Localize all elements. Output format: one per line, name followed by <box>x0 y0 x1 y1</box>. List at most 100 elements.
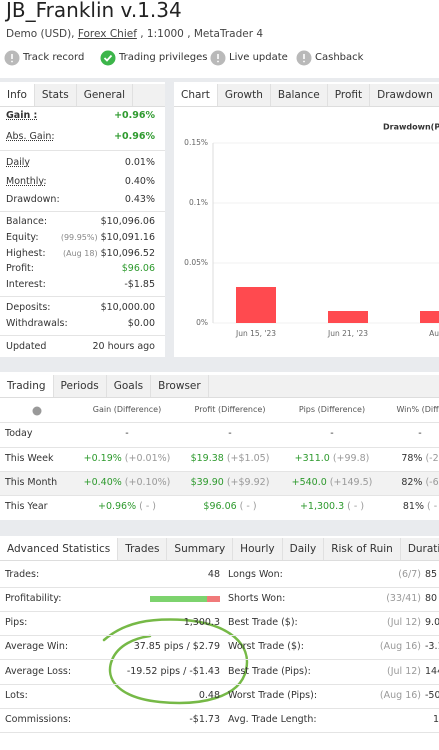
stat-value: -$1.73 <box>189 714 220 725</box>
separator <box>0 150 165 151</box>
exclaim-dot <box>303 60 305 63</box>
advanced-panel <box>0 536 439 750</box>
cell-value: - <box>330 428 334 439</box>
cell-value: - <box>125 428 129 439</box>
row-label: Today <box>5 428 33 439</box>
info-label: Withdrawals: <box>6 318 68 329</box>
info-note: (99.95%) <box>60 233 98 242</box>
column-header: Pips (Difference) <box>298 405 366 414</box>
tab-bar: Advanced Statistics Trades Summary Hourly Da… <box>0 538 439 561</box>
cell: $19.38 (+$1.05) <box>191 453 270 464</box>
info-label: Gain : <box>6 110 38 121</box>
tab[interactable]: Growth <box>218 84 271 106</box>
cell: +0.19% (+0.01%) <box>84 453 171 464</box>
stat-label: Worst Trade (Pips): <box>228 690 318 701</box>
tab[interactable]: Daily <box>283 538 325 560</box>
info-value-wrap: $10,096.06 <box>101 216 155 227</box>
tab[interactable]: Chart <box>174 84 218 106</box>
tab[interactable]: Trading <box>0 375 54 397</box>
tab[interactable]: Periods <box>54 375 107 397</box>
row-bg <box>0 471 439 495</box>
stat-value: 80 <box>425 593 438 604</box>
hand-drawn-circle <box>102 618 249 705</box>
tab[interactable]: Browser <box>151 375 209 397</box>
tab[interactable]: Advanced Statistics <box>0 538 119 560</box>
tab[interactable]: Info <box>0 84 35 106</box>
stat-label: Commissions: <box>5 714 72 725</box>
stat-label: Trades: <box>5 569 40 580</box>
info-value: $0.00 <box>127 318 155 329</box>
cell-value: +0.96% <box>97 501 137 512</box>
stat-value: 144. <box>425 666 439 677</box>
info-value: 0.40% <box>124 176 155 187</box>
stat-label: Longs Won: <box>228 569 283 580</box>
stat-note: (Aug 16) <box>379 641 421 652</box>
tab[interactable]: Duration <box>401 538 439 560</box>
tab[interactable]: Risk of Ruin <box>324 538 401 560</box>
profit-bar-win <box>150 596 207 602</box>
column-header: Profit (Difference) <box>194 405 266 414</box>
stat-label: Pips: <box>5 617 28 628</box>
tab[interactable]: Summary <box>167 538 234 560</box>
tab[interactable]: Profit <box>328 84 371 106</box>
bar <box>328 311 368 323</box>
stat-label: Worst Trade ($): <box>228 641 304 652</box>
info-label: Interest: <box>6 279 46 290</box>
profit-bar-loss <box>207 596 220 602</box>
info-label: Drawdown: <box>6 194 60 205</box>
info-value-wrap: (99.95%) $10,091.16 <box>61 232 155 243</box>
column-header: Gain (Difference) <box>92 405 162 414</box>
stat-value: 0.48 <box>198 690 220 701</box>
tab[interactable]: Balance <box>271 84 328 106</box>
stat-label: Average Win: <box>5 641 69 652</box>
chart-title: Drawdown(Perce <box>383 123 439 132</box>
subtitle-part: , 1:1000 , MetaTrader 4 <box>136 28 264 40</box>
info-value: $10,000.00 <box>100 302 155 313</box>
cell-diff: (+0.01%) <box>124 453 171 464</box>
exclaim-dot <box>217 60 219 63</box>
stat-note: (33/41) <box>386 593 421 604</box>
stat-label: Profitability: <box>5 593 62 604</box>
info-value-wrap: $96.06 <box>122 263 155 274</box>
subtitle-part: Demo (USD), <box>6 28 78 40</box>
separator <box>0 659 439 660</box>
subtitle: Demo (USD), Forex Chief , 1:1000 , MetaT… <box>6 28 263 40</box>
info-icon <box>32 406 42 416</box>
cell-value: $39.90 <box>190 477 224 488</box>
separator <box>0 447 439 448</box>
tab[interactable]: Drawdown <box>370 84 439 106</box>
subtitle-part[interactable]: Forex Chief <box>77 28 137 40</box>
cell: +1,300.3( - ) <box>300 501 364 512</box>
x-tick-label: Jun 15, '23 <box>235 329 276 338</box>
separator <box>0 296 165 297</box>
tab[interactable]: General <box>77 84 134 106</box>
row-label: This Month <box>5 477 58 488</box>
cell: +540.0 (+149.5) <box>292 477 373 488</box>
info-label: Updated <box>6 341 47 352</box>
separator <box>0 684 439 685</box>
info-label: Deposits: <box>6 302 51 313</box>
separator <box>0 422 439 423</box>
cell: - <box>418 428 421 439</box>
info-value-wrap: +0.96% <box>114 110 155 121</box>
tab[interactable]: Hourly <box>233 538 283 560</box>
stat-note: (Jul 12) <box>387 617 421 628</box>
chart-panel <box>174 82 439 357</box>
info-value: 0.43% <box>124 194 155 205</box>
tab[interactable]: Trades <box>118 538 168 560</box>
cell: - <box>125 428 128 439</box>
separator <box>0 732 439 733</box>
tab[interactable]: Stats <box>35 84 77 106</box>
cell-diff: (+99.8) <box>332 453 370 464</box>
cell-diff: ( - ) <box>239 501 257 512</box>
cell-value: $19.38 <box>190 453 224 464</box>
info-value-wrap: 0.43% <box>125 194 155 205</box>
stat-value: -3.1 <box>425 641 439 652</box>
cell-diff: ( - ) <box>139 501 157 512</box>
tab[interactable]: Goals <box>107 375 152 397</box>
info-value-wrap: -$1.85 <box>124 279 155 290</box>
y-tick-label: 0.1% <box>189 198 208 207</box>
cell-value: - <box>228 428 232 439</box>
exclaim-dot <box>11 60 13 63</box>
info-label: Abs. Gain: <box>6 131 55 142</box>
